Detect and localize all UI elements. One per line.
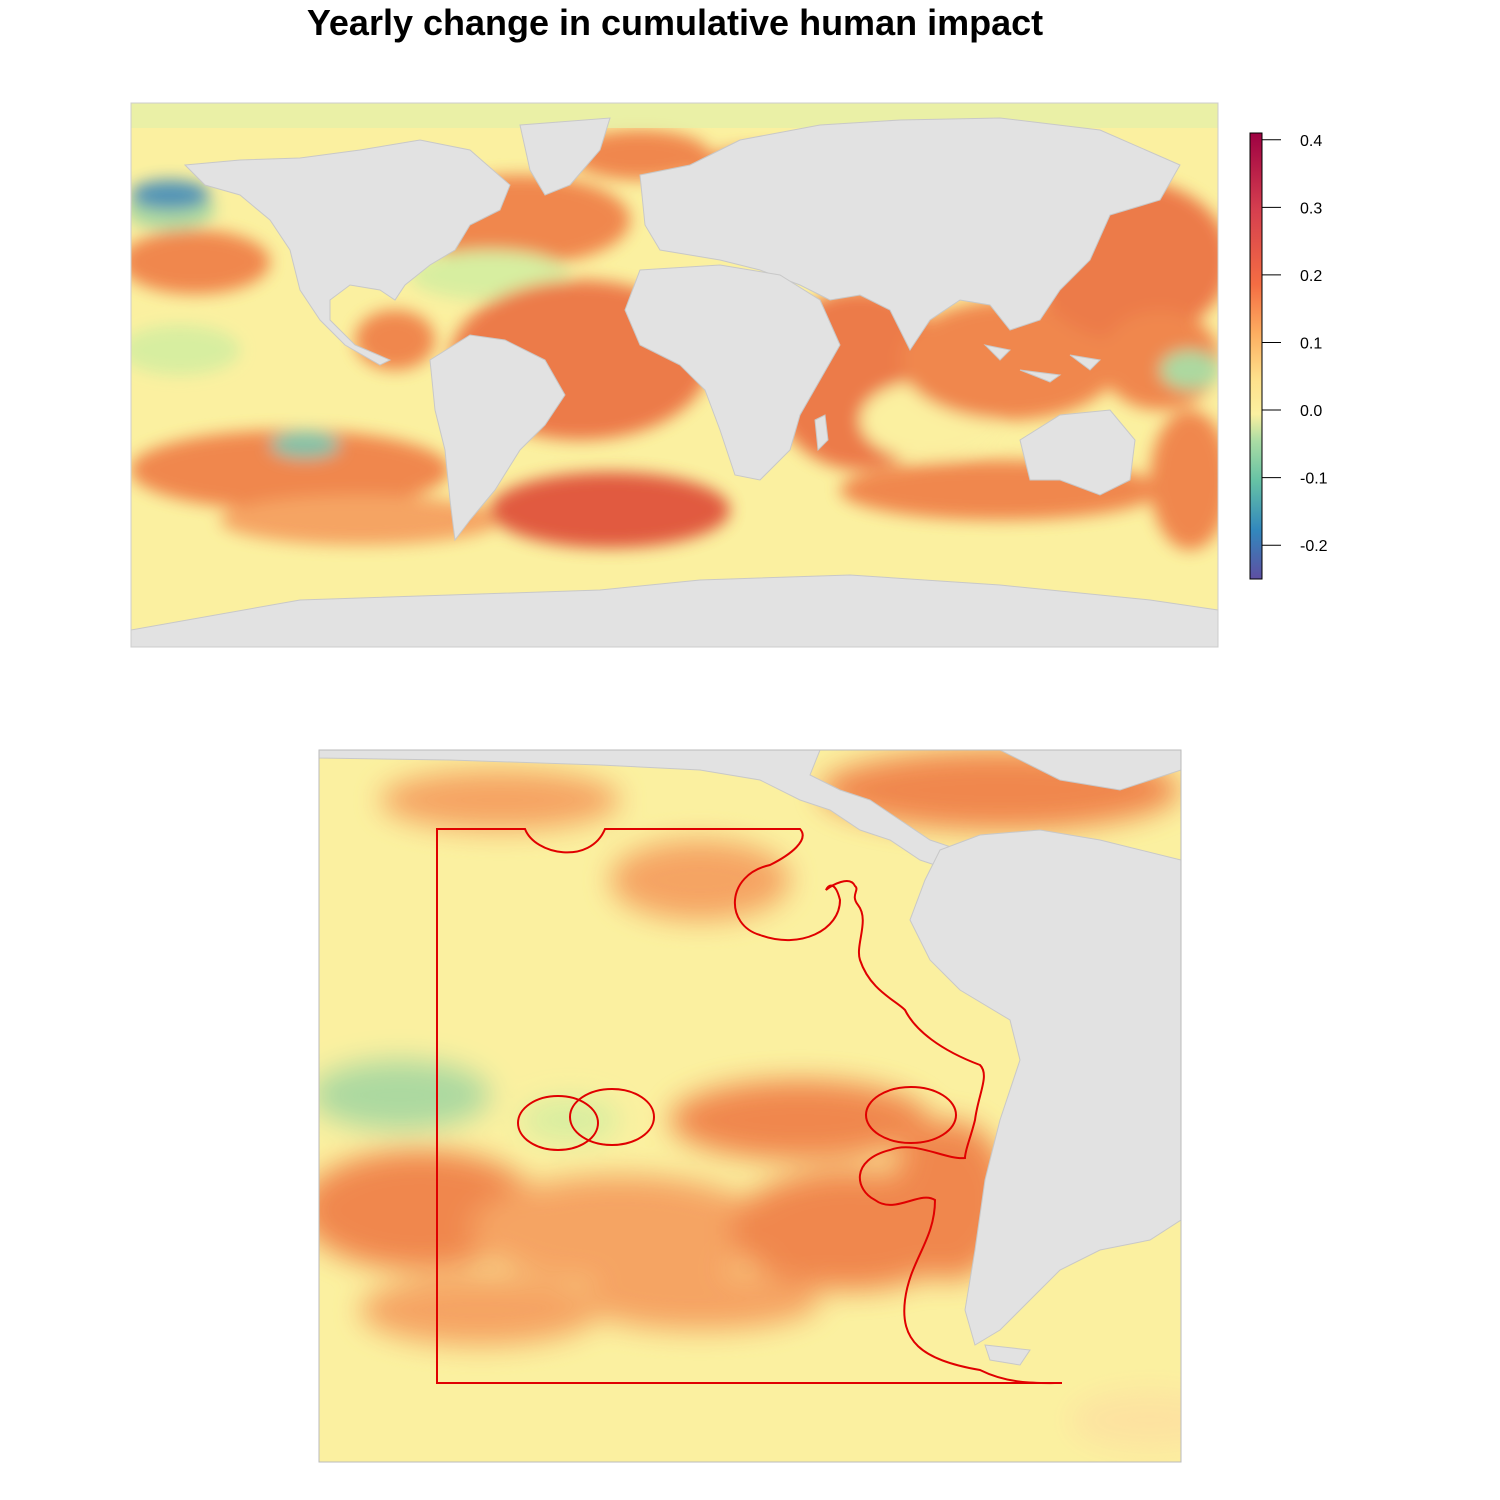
- land-tierra-del-fuego: [984, 1344, 1031, 1366]
- land-south-america: [429, 334, 566, 542]
- legend-colorbar: [1249, 132, 1263, 580]
- land-greenland: [519, 117, 611, 196]
- excluded-zone-west-left: [517, 1095, 599, 1151]
- legend-tick-label: 0.2: [1300, 268, 1322, 285]
- excluded-zone-west-right: [569, 1088, 655, 1146]
- land-south-america-regional: [909, 829, 1181, 1346]
- land-central-america: [319, 750, 961, 871]
- land-eurasia: [639, 117, 1181, 351]
- land-antarctica: [131, 574, 1218, 647]
- chart-title: Yearly change in cumulative human impact: [306, 2, 1044, 43]
- legend-tick-label: 0.4: [1300, 133, 1322, 150]
- legend-tick-label: -0.1: [1300, 471, 1328, 488]
- regional-map: [318, 749, 1182, 1463]
- land-caribbean-north: [999, 750, 1181, 791]
- world-map: 0.4 0.3 0.2 0.1 0.0 -0.1 -0.2: [130, 102, 1328, 648]
- land-north-america: [183, 139, 511, 366]
- legend-tick-label: 0.0: [1300, 403, 1322, 420]
- study-area-boundary: [436, 828, 1063, 1385]
- excluded-zone-east: [865, 1086, 957, 1144]
- legend-tick-label: 0.1: [1300, 335, 1322, 352]
- land-madagascar: [814, 414, 829, 452]
- legend-tick-label: 0.3: [1300, 200, 1322, 217]
- legend-tick-label: -0.2: [1300, 538, 1328, 555]
- legend-ticks: 0.4 0.3 0.2 0.1 0.0 -0.1 -0.2: [1262, 133, 1328, 555]
- land-africa: [624, 264, 841, 481]
- land-australia: [1019, 409, 1136, 496]
